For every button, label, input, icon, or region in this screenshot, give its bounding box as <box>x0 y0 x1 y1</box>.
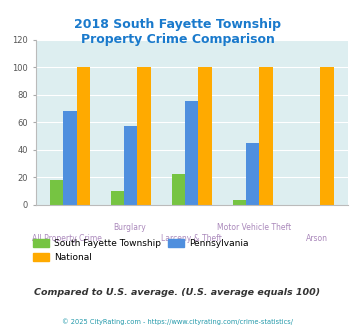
Text: Burglary: Burglary <box>113 223 146 232</box>
Text: 2018 South Fayette Township
Property Crime Comparison: 2018 South Fayette Township Property Cri… <box>74 18 281 46</box>
Bar <box>171 174 185 205</box>
Text: Larceny & Theft: Larceny & Theft <box>161 234 222 243</box>
Text: Compared to U.S. average. (U.S. average equals 100): Compared to U.S. average. (U.S. average … <box>34 287 321 297</box>
Bar <box>185 102 198 205</box>
Bar <box>260 67 273 205</box>
Bar <box>111 191 124 205</box>
Legend: South Fayette Township, National, Pennsylvania: South Fayette Township, National, Pennsy… <box>29 236 252 266</box>
Text: © 2025 CityRating.com - https://www.cityrating.com/crime-statistics/: © 2025 CityRating.com - https://www.city… <box>62 318 293 325</box>
Bar <box>77 67 90 205</box>
Text: All Property Crime: All Property Crime <box>32 234 102 243</box>
Bar <box>63 111 77 205</box>
Bar <box>50 180 63 205</box>
Bar <box>233 200 246 205</box>
Bar <box>246 143 260 205</box>
Text: Motor Vehicle Theft: Motor Vehicle Theft <box>217 223 291 232</box>
Bar <box>198 67 212 205</box>
Bar <box>137 67 151 205</box>
Text: Arson: Arson <box>306 234 328 243</box>
Bar <box>320 67 334 205</box>
Bar <box>124 126 137 205</box>
